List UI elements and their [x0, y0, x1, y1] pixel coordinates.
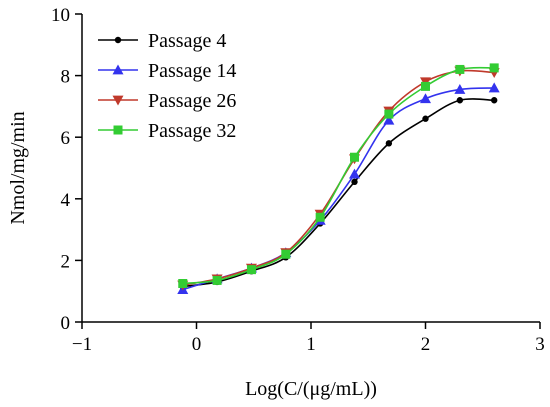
data-point	[456, 97, 464, 104]
legend: Passage 4 Passage 14 Passage 26 Passage 32	[98, 30, 236, 142]
x-tick-label: −1	[72, 334, 92, 355]
data-point	[421, 81, 430, 91]
data-point	[454, 83, 466, 94]
data-point	[384, 109, 394, 119]
legend-entry: Passage 14	[98, 60, 236, 82]
data-point	[350, 152, 360, 162]
y-tick-label: 2	[61, 251, 71, 272]
legend-entry: Passage 26	[98, 90, 236, 112]
data-point	[489, 63, 499, 73]
legend-marker	[113, 125, 123, 135]
series-passage-32	[178, 63, 499, 288]
series-line	[182, 98, 495, 288]
series-line	[182, 66, 495, 285]
data-point	[420, 93, 431, 104]
data-point	[281, 249, 291, 259]
legend-entry: Passage 32	[98, 120, 236, 142]
data-point	[178, 279, 188, 288]
legend-label: Passage 26	[148, 90, 236, 112]
y-tick-label: 6	[61, 128, 71, 149]
data-point	[383, 114, 395, 125]
data-point	[351, 178, 358, 186]
data-point	[246, 265, 256, 275]
y-tick-label: 10	[51, 5, 70, 26]
x-tick-label: 2	[421, 334, 431, 355]
legend-label: Passage 4	[148, 30, 226, 52]
data-point	[385, 140, 393, 147]
y-tick-label: 8	[61, 67, 71, 88]
x-tick-label: 0	[192, 334, 202, 355]
y-tick-label: 0	[61, 313, 71, 334]
x-axis-title: Log(C/(μg/mL))	[245, 378, 377, 400]
y-axis-title: Nmol/mg/min	[7, 111, 29, 224]
legend-marker	[112, 95, 124, 106]
data-point	[488, 82, 500, 93]
series-passage-14	[177, 82, 500, 295]
legend-label: Passage 32	[148, 120, 236, 142]
data-point	[491, 97, 498, 104]
data-point	[455, 64, 465, 74]
series-line	[182, 87, 495, 291]
data-point	[349, 168, 361, 179]
data-point	[212, 275, 222, 285]
x-tick-label: 1	[306, 334, 316, 355]
x-tick-label: 3	[535, 334, 545, 355]
y-tick-label: 4	[61, 190, 71, 211]
legend-marker	[114, 36, 122, 44]
legend-label: Passage 14	[148, 60, 236, 82]
legend-marker	[112, 64, 124, 75]
data-point	[422, 115, 429, 122]
legend-entry: Passage 4	[98, 30, 226, 52]
data-point	[315, 212, 325, 222]
series-layer	[177, 63, 500, 295]
